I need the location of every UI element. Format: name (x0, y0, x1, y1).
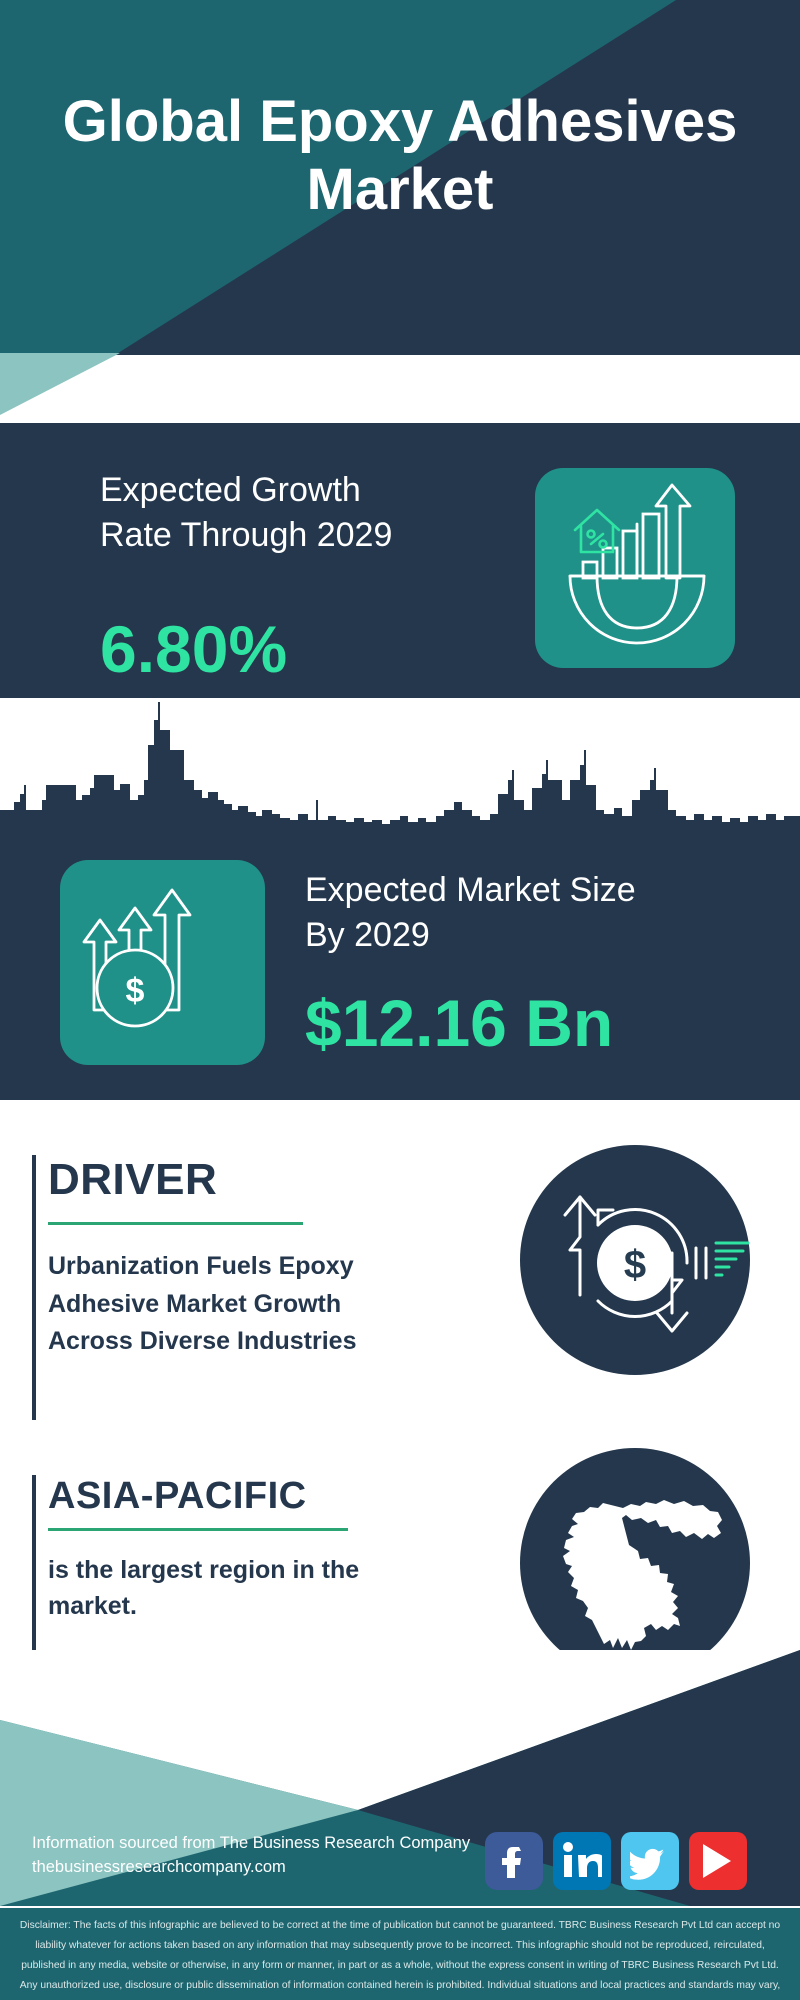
svg-text:$: $ (624, 1243, 646, 1287)
svg-text:$: $ (126, 972, 145, 1010)
